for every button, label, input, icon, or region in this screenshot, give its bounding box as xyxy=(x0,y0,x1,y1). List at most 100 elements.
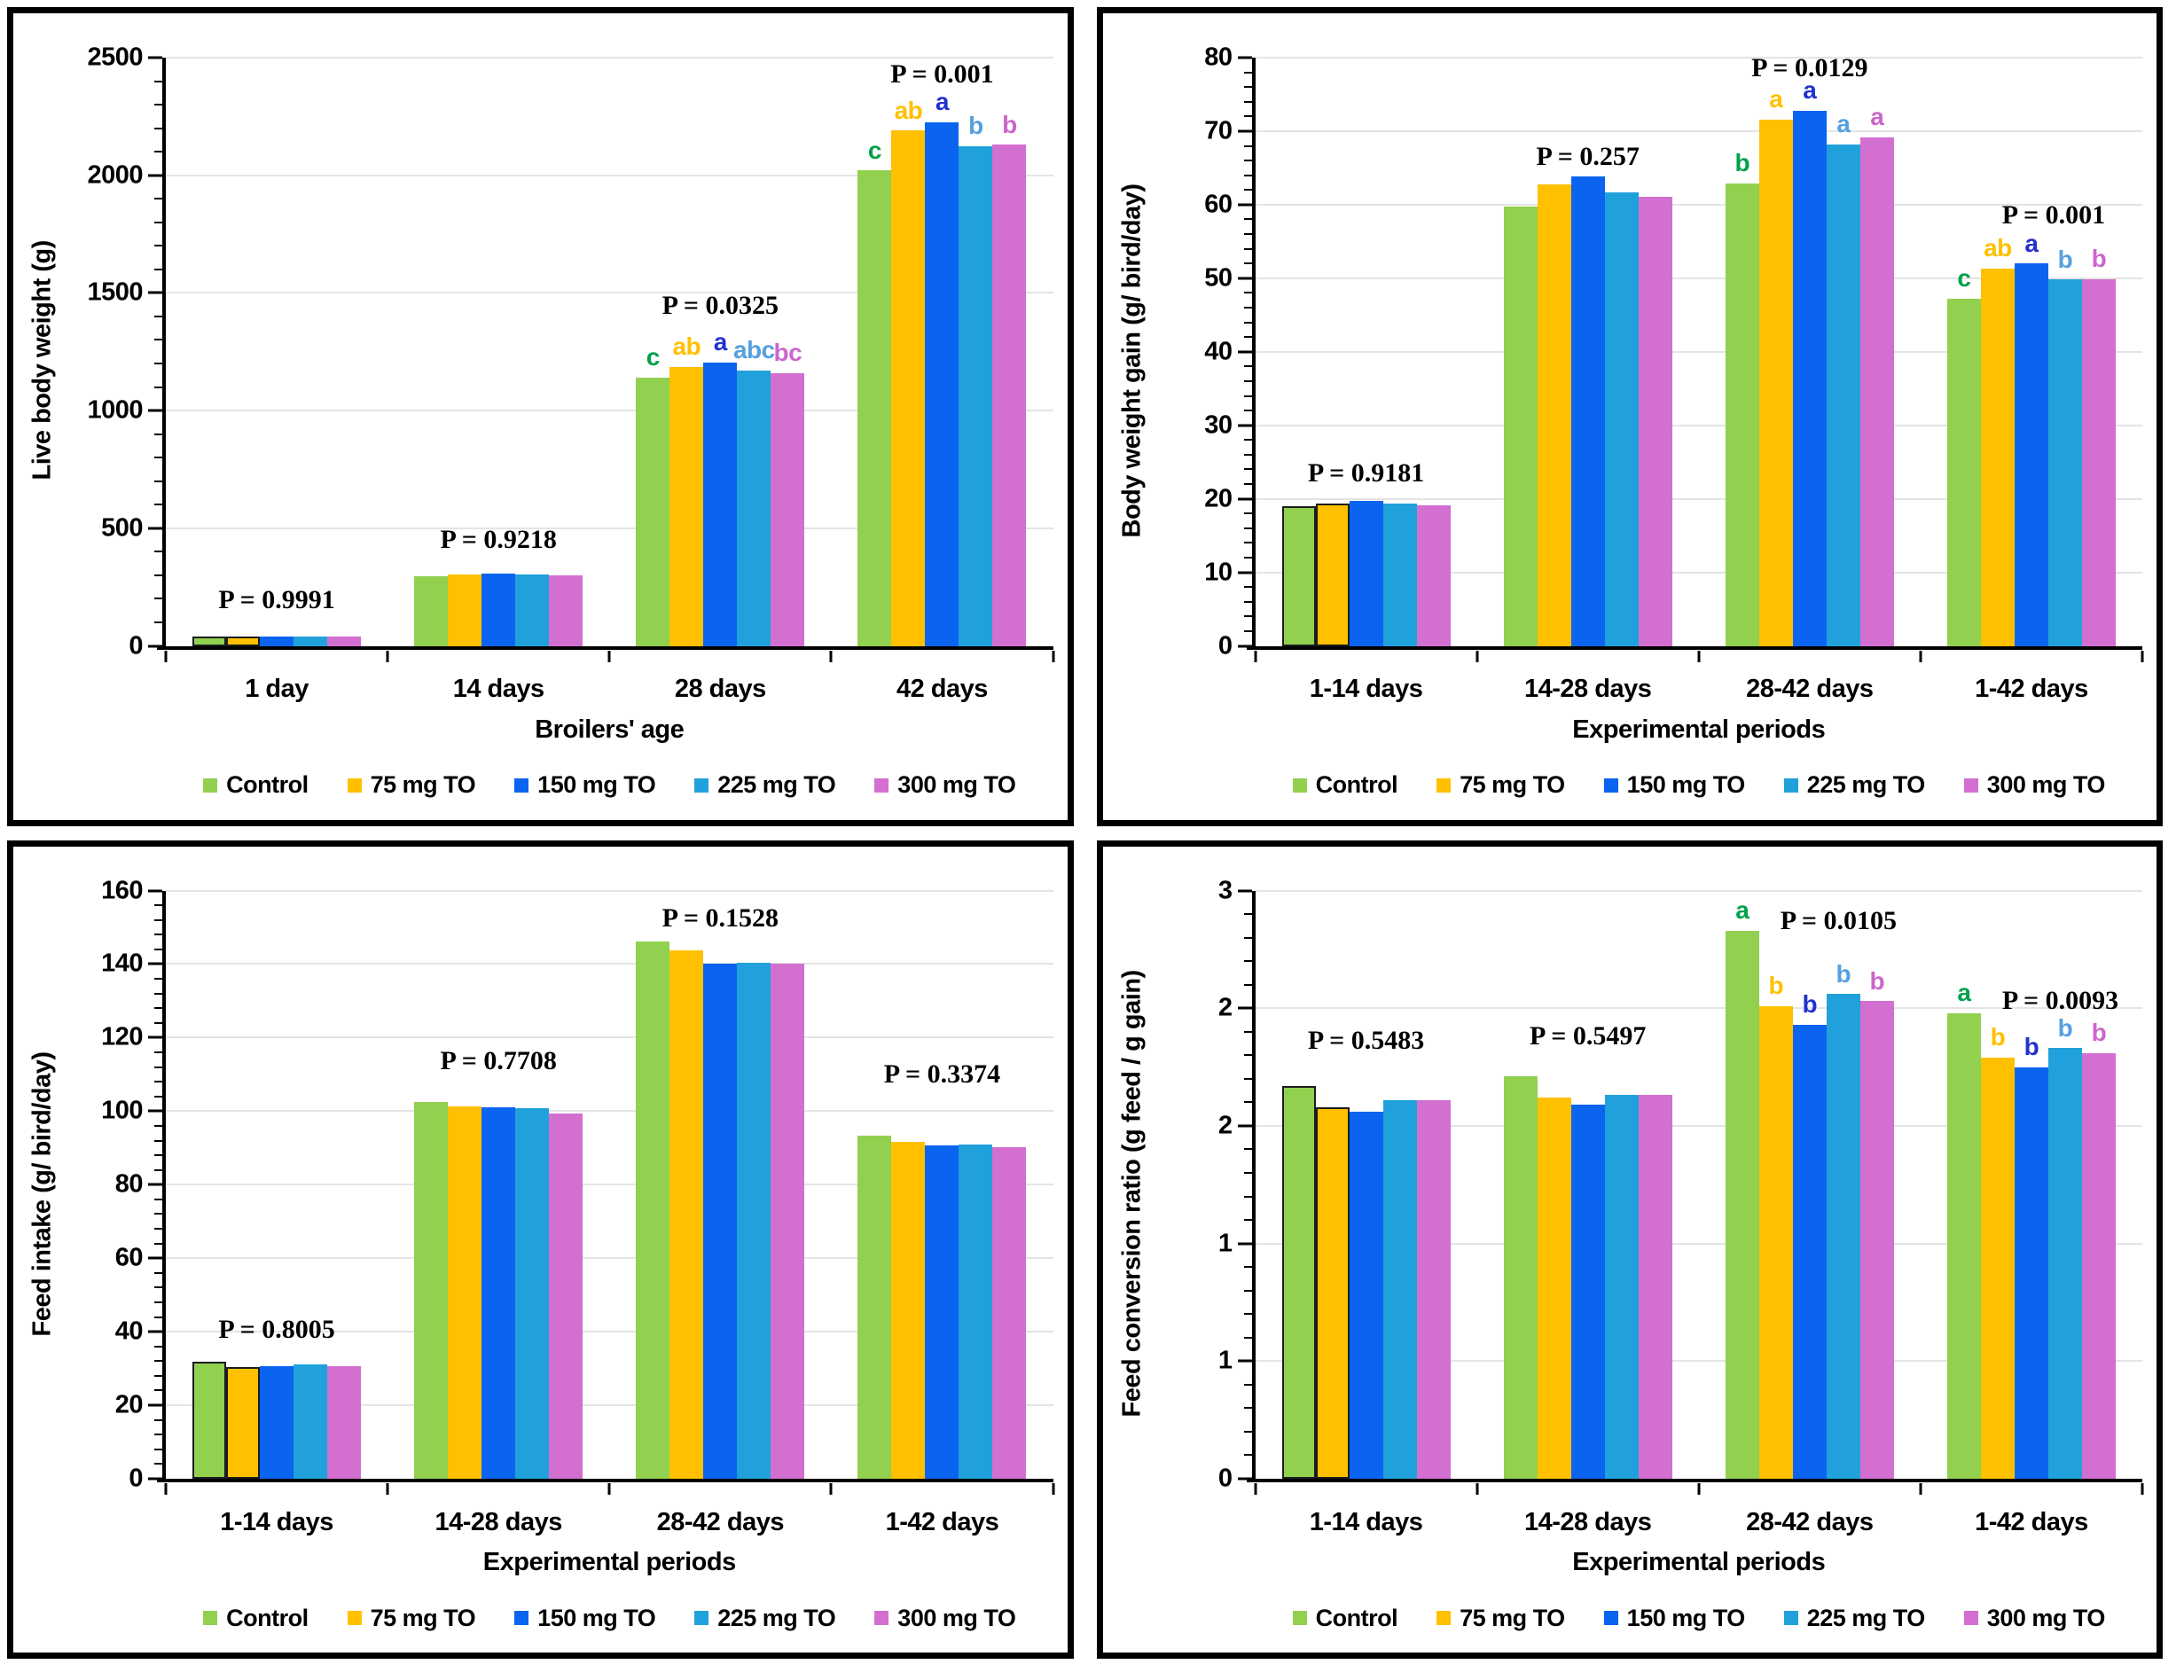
y-major-tick xyxy=(148,1035,162,1039)
y-minor-tick xyxy=(1243,1101,1252,1104)
bar-group-28-days: c ab a abc bc xyxy=(609,58,831,646)
y-tick-label: 140 xyxy=(101,949,143,978)
y-major-tick xyxy=(148,1183,162,1186)
y-minor-tick xyxy=(1243,321,1252,324)
y-minor-tick xyxy=(1243,1195,1252,1198)
y-tick-label: 2 xyxy=(1217,993,1233,1022)
sig-letter: b xyxy=(968,111,983,139)
x-boundary-tick xyxy=(1697,650,1701,662)
bar-control-1-42-days xyxy=(1946,1012,1981,1479)
x-category-label-1-42-days: 1-42 days xyxy=(1975,1507,2088,1536)
legend-label: 75 mg TO xyxy=(1460,1604,1565,1631)
y-minor-tick xyxy=(1243,527,1252,529)
y-minor-tick xyxy=(154,386,162,388)
bar-slot: c xyxy=(857,58,892,646)
y-minor-tick xyxy=(154,1198,162,1200)
bar-group-28-42-days xyxy=(609,891,831,1479)
y-minor-tick xyxy=(154,504,162,506)
y-minor-tick xyxy=(1243,556,1252,559)
x-boundary-tick xyxy=(1919,650,1922,662)
sig-letter: b xyxy=(2091,1019,2107,1046)
y-minor-tick xyxy=(154,433,162,435)
legend-swatch-icon xyxy=(874,1611,889,1625)
gridline xyxy=(166,410,1053,412)
gridline xyxy=(166,1331,1053,1333)
y-tick-label: 0 xyxy=(129,1464,143,1493)
y-minor-tick xyxy=(154,80,162,82)
bar-slot: c xyxy=(1946,58,1981,646)
bar-300-mg-to-14-28-days xyxy=(1638,1095,1672,1479)
y-tick-label: 20 xyxy=(1204,484,1233,513)
bar-300-mg-to-42-days xyxy=(992,145,1027,646)
y-tick-label: 2000 xyxy=(87,160,143,190)
gridline xyxy=(166,963,1053,965)
legend-swatch-icon xyxy=(1292,1611,1307,1625)
x-category-label-14-28-days: 14-28 days xyxy=(1524,675,1652,703)
bar-slot: c xyxy=(636,58,670,646)
gridline xyxy=(1255,129,2142,132)
legend-label: 225 mg TO xyxy=(717,771,836,798)
y-minor-tick xyxy=(154,574,162,576)
p-value-label: P = 0.0325 xyxy=(661,291,779,320)
y-minor-tick xyxy=(1243,983,1252,986)
legend-item-control: Control xyxy=(1292,771,1398,799)
x-boundary-tick xyxy=(164,1483,168,1495)
y-minor-tick xyxy=(1243,307,1252,309)
bar-75-mg-to-1-day xyxy=(226,636,261,646)
y-minor-tick xyxy=(154,1228,162,1231)
bar-slot xyxy=(891,891,926,1479)
y-minor-tick xyxy=(154,457,162,459)
legend-item-225-mg-to: 225 mg TO xyxy=(694,771,836,799)
bar-225-mg-to-1-14-days xyxy=(1382,1099,1417,1479)
legend-item-225-mg-to: 225 mg TO xyxy=(1783,771,1926,799)
bar-slot: b xyxy=(2081,891,2116,1479)
bar-group-14-28-days xyxy=(387,891,609,1479)
y-tick-label: 0 xyxy=(1217,1464,1233,1493)
legend: Control 75 mg TO 150 mg TO 225 mg TO 300 mg … xyxy=(1256,1589,2143,1647)
y-minor-tick xyxy=(1243,395,1252,397)
y-minor-tick xyxy=(154,1213,162,1215)
y-minor-tick xyxy=(154,1301,162,1303)
y-minor-tick xyxy=(1243,453,1252,456)
bar-slot xyxy=(1604,58,1639,646)
x-axis-line xyxy=(1246,645,2142,650)
y-tick-label: 500 xyxy=(101,513,143,543)
bar-slot xyxy=(414,891,449,1479)
x-category-label-14-28-days: 14-28 days xyxy=(1524,1507,1652,1536)
bar-group-1-42-days: c ab a b b xyxy=(1921,58,2142,646)
bar-slot: b xyxy=(959,58,993,646)
x-axis-line xyxy=(157,645,1053,650)
y-tick-label: 30 xyxy=(1204,410,1233,440)
p-value-label: P = 0.0105 xyxy=(1780,906,1897,936)
bar-225-mg-to-28-42-days xyxy=(1826,994,1860,1479)
bar-300-mg-to-14-days xyxy=(549,574,583,646)
y-minor-tick xyxy=(1243,913,1252,916)
bar-150-mg-to-1-14-days xyxy=(1349,501,1383,646)
chart-panel-body-weight-gain: Body weight gain (g/ bird/day) 0 10 20 30 40… xyxy=(1096,7,2163,826)
bar-75-mg-to-28-42-days xyxy=(669,949,704,1479)
legend-item-225-mg-to: 225 mg TO xyxy=(694,1605,836,1632)
bar-slot: a xyxy=(1758,58,1793,646)
bar-slot: a xyxy=(1946,891,1981,1479)
y-minor-tick xyxy=(1243,174,1252,176)
legend-label: 225 mg TO xyxy=(1806,771,1926,798)
y-major-tick xyxy=(1237,645,1252,647)
p-value-label: P = 0.3374 xyxy=(883,1059,1001,1089)
gridline xyxy=(1255,277,2142,279)
legend-swatch-icon xyxy=(1963,777,1978,793)
gridline xyxy=(1255,1124,2142,1127)
bar-slot xyxy=(1503,891,1538,1479)
x-boundary-tick xyxy=(607,1483,611,1495)
plot-area: 0 20 40 60 80 100 120 140 160 P = 0.8005 P = 0.770… xyxy=(101,876,1054,1495)
gridline xyxy=(166,174,1053,176)
y-minor-tick xyxy=(1243,1077,1252,1080)
bar-slot xyxy=(1349,891,1383,1479)
legend-item-150-mg-to: 150 mg TO xyxy=(514,771,656,799)
y-minor-tick xyxy=(154,1374,162,1377)
y-minor-tick xyxy=(154,621,162,623)
legend-label: 150 mg TO xyxy=(1626,1604,1746,1631)
y-tick-label: 2500 xyxy=(87,43,143,72)
legend-item-control: Control xyxy=(203,1605,309,1632)
y-tick-label: 120 xyxy=(101,1022,143,1051)
